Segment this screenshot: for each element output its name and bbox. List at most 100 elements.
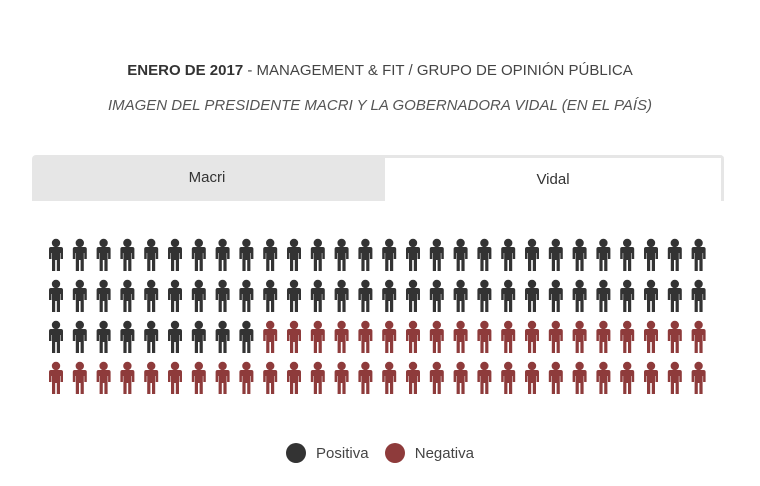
person-icon-positiva [429, 279, 444, 312]
person-icon-positiva [453, 279, 468, 312]
person-icon-positiva [239, 238, 254, 271]
person-icon-positiva [334, 238, 349, 271]
person-icon-negativa [191, 361, 206, 394]
person-icon-positiva [525, 279, 539, 312]
person-icon-negativa [310, 361, 325, 394]
person-icon-negativa [667, 361, 682, 394]
person-icon-positiva [96, 238, 111, 271]
person-icon-positiva [215, 238, 230, 271]
person-icon-negativa [263, 320, 278, 353]
person-icon-negativa [358, 361, 373, 394]
person-icon-negativa [667, 320, 682, 353]
person-icon-positiva [144, 279, 159, 312]
chart-date: ENERO DE 2017 [127, 62, 244, 79]
person-icon-positiva [358, 238, 373, 271]
person-icon-negativa [525, 320, 539, 353]
person-icon-positiva [548, 279, 563, 312]
person-icon-negativa [453, 361, 468, 394]
legend-item-negativa[interactable]: Negativa [384, 443, 474, 463]
person-icon-negativa [691, 361, 706, 394]
person-icon-positiva [501, 238, 516, 271]
person-icon-positiva [96, 279, 111, 312]
person-icon-negativa [596, 361, 611, 394]
person-icon-positiva [215, 279, 230, 312]
person-icon-positiva [548, 238, 563, 271]
person-icon-negativa [144, 361, 159, 394]
person-icon-positiva [620, 238, 635, 271]
person-icon-negativa [120, 361, 135, 394]
person-icon-negativa [334, 361, 349, 394]
person-icon-negativa [382, 320, 397, 353]
person-icon-negativa [406, 361, 420, 394]
chart-source-line: ENERO DE 2017 - MANAGEMENT & FIT / GRUPO… [0, 62, 760, 79]
person-icon-positiva [96, 320, 111, 353]
legend-label-negativa: Negativa [414, 444, 474, 462]
person-icon-positiva [72, 279, 87, 312]
person-icon-positiva [168, 279, 182, 312]
person-icon-positiva [263, 238, 278, 271]
person-icon-positiva [287, 279, 301, 312]
person-icon-positiva [287, 238, 301, 271]
person-icon-positiva [620, 279, 635, 312]
person-icon-positiva [49, 238, 63, 271]
person-icon-positiva [596, 279, 611, 312]
person-icon-negativa [620, 320, 635, 353]
person-icon-negativa [310, 320, 325, 353]
person-icon-positiva [120, 320, 135, 353]
person-icon-positiva [215, 320, 230, 353]
person-icon-negativa [453, 320, 468, 353]
tab-macri[interactable]: Macri [188, 169, 226, 186]
person-icon-negativa [548, 361, 563, 394]
person-icon-negativa [572, 320, 587, 353]
legend-item-positiva[interactable]: Positiva [286, 443, 369, 463]
person-icon-negativa [525, 361, 539, 394]
person-icon-positiva [691, 279, 706, 312]
person-icon-negativa [334, 320, 349, 353]
pictograph-chart [49, 238, 706, 394]
person-icon-positiva [263, 279, 278, 312]
person-icon-negativa [358, 320, 373, 353]
person-icon-negativa [429, 320, 444, 353]
person-icon-positiva [310, 238, 325, 271]
person-icon-positiva [406, 238, 420, 271]
person-icon-positiva [168, 238, 182, 271]
person-icon-positiva [120, 238, 135, 271]
person-icon-positiva [191, 279, 206, 312]
person-icon-negativa [596, 320, 611, 353]
person-icon-negativa [96, 361, 111, 394]
person-icon-negativa [239, 361, 254, 394]
person-icon-positiva [572, 279, 587, 312]
person-icon-positiva [334, 279, 349, 312]
chart-subtitle: IMAGEN DEL PRESIDENTE MACRI Y LA GOBERNA… [107, 97, 653, 114]
person-icon-negativa [287, 361, 301, 394]
person-icon-negativa [501, 320, 516, 353]
person-icon-negativa [406, 320, 420, 353]
person-icon-negativa [429, 361, 444, 394]
person-icon-positiva [239, 320, 254, 353]
person-icon-positiva [644, 238, 658, 271]
person-icon-positiva [691, 238, 706, 271]
person-icon-positiva [644, 279, 658, 312]
legend-label-positiva: Positiva [316, 444, 369, 462]
person-icon-positiva [501, 279, 516, 312]
person-icon-negativa [72, 361, 87, 394]
legend: Positiva Negativa [0, 443, 760, 467]
person-icon-positiva [72, 238, 87, 271]
person-icon-positiva [477, 238, 492, 271]
person-icon-positiva [191, 238, 206, 271]
legend-swatch-negativa [384, 443, 405, 463]
person-icon-negativa [287, 320, 301, 353]
person-icon-positiva [477, 279, 492, 312]
person-icon-negativa [215, 361, 230, 394]
person-icon-positiva [667, 238, 682, 271]
person-icon-positiva [429, 238, 444, 271]
person-icon-negativa [501, 361, 516, 394]
person-icon-positiva [239, 279, 254, 312]
tab-vidal[interactable]: Vidal [382, 155, 724, 201]
person-icon-positiva [406, 279, 420, 312]
person-icon-negativa [691, 320, 706, 353]
person-icon-negativa [477, 361, 492, 394]
person-icon-negativa [548, 320, 563, 353]
person-icon-positiva [667, 279, 682, 312]
tab-bar: Macri Vidal [32, 155, 724, 201]
